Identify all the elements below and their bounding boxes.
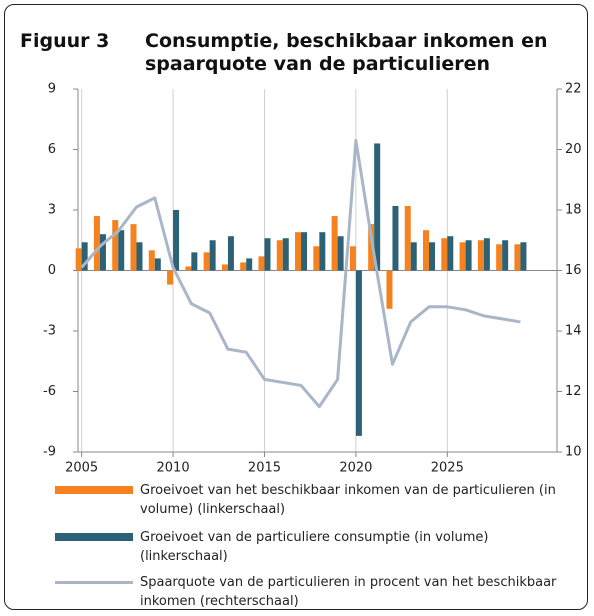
bar bbox=[93, 216, 100, 271]
bar bbox=[221, 264, 228, 271]
x-tick-label: 2010 bbox=[157, 461, 190, 476]
x-tick-label: 2015 bbox=[248, 461, 281, 476]
bar bbox=[465, 240, 472, 271]
bar bbox=[118, 230, 125, 271]
legend-swatch bbox=[55, 581, 133, 584]
bar bbox=[203, 252, 210, 271]
bar bbox=[130, 224, 137, 271]
bar bbox=[191, 252, 198, 271]
y-tick-label: 0 bbox=[48, 263, 56, 278]
x-tick-label: 2005 bbox=[65, 461, 98, 476]
y2-tick-label: 14 bbox=[565, 324, 582, 339]
bar bbox=[441, 238, 448, 271]
bar bbox=[520, 242, 527, 271]
bar bbox=[410, 242, 417, 271]
bar bbox=[355, 270, 362, 436]
y2-tick-label: 18 bbox=[565, 203, 582, 218]
bar bbox=[477, 240, 484, 271]
legend-label: Spaarquote van de particulieren in proce… bbox=[140, 575, 557, 609]
bar bbox=[514, 244, 521, 271]
bar bbox=[227, 236, 234, 271]
bar bbox=[99, 234, 106, 271]
bar bbox=[459, 242, 466, 271]
bar bbox=[374, 143, 381, 271]
bar bbox=[423, 230, 430, 271]
bar bbox=[112, 220, 119, 271]
y-tick-label: -9 bbox=[43, 445, 56, 460]
bar bbox=[246, 258, 253, 271]
legend-swatch bbox=[55, 533, 133, 541]
bar bbox=[392, 205, 399, 271]
bar bbox=[167, 270, 174, 285]
bar bbox=[331, 216, 338, 271]
bar bbox=[276, 240, 283, 271]
bar bbox=[368, 224, 375, 271]
bar bbox=[264, 238, 271, 271]
bar bbox=[502, 240, 509, 271]
chart-frame bbox=[4, 4, 588, 610]
bar bbox=[386, 270, 393, 309]
y-tick-label: 6 bbox=[48, 142, 56, 157]
x-tick-label: 2025 bbox=[431, 461, 464, 476]
bar bbox=[258, 256, 265, 271]
y2-tick-label: 20 bbox=[565, 142, 582, 157]
bar bbox=[282, 238, 289, 271]
bar bbox=[496, 244, 503, 271]
bar bbox=[148, 250, 155, 271]
y2-tick-label: 10 bbox=[565, 445, 582, 460]
bar bbox=[209, 240, 216, 271]
bar bbox=[319, 232, 326, 271]
bar bbox=[429, 242, 436, 271]
chart-title: Consumptie, beschikbaar inkomen en spaar… bbox=[145, 30, 548, 75]
legend-label: Groeivoet van de particuliere consumptie… bbox=[140, 530, 489, 564]
bar bbox=[313, 246, 320, 271]
y-tick-label: -3 bbox=[43, 324, 56, 339]
figure-label: Figuur 3 bbox=[20, 30, 110, 52]
bar bbox=[136, 242, 143, 271]
y2-tick-label: 16 bbox=[565, 263, 582, 278]
line bbox=[80, 138, 521, 409]
bar bbox=[173, 210, 180, 271]
bar bbox=[483, 238, 490, 271]
y-tick-label: 3 bbox=[48, 203, 56, 218]
bar bbox=[404, 205, 411, 271]
bar bbox=[301, 232, 308, 271]
y2-tick-label: 22 bbox=[565, 82, 582, 97]
bar bbox=[295, 232, 302, 271]
bar bbox=[185, 266, 192, 271]
bar bbox=[349, 246, 356, 271]
y2-tick-label: 12 bbox=[565, 384, 582, 399]
bar bbox=[337, 236, 344, 271]
x-tick-label: 2020 bbox=[339, 461, 372, 476]
legend-label: Groeivoet van het beschikbaar inkomen va… bbox=[140, 483, 556, 517]
bar bbox=[447, 236, 454, 271]
y-tick-label: -6 bbox=[43, 384, 56, 399]
legend-swatch bbox=[55, 486, 133, 494]
y-tick-label: 9 bbox=[48, 82, 56, 97]
bar bbox=[154, 258, 161, 271]
bar bbox=[81, 242, 88, 271]
bar bbox=[75, 248, 82, 271]
bar bbox=[240, 262, 247, 271]
